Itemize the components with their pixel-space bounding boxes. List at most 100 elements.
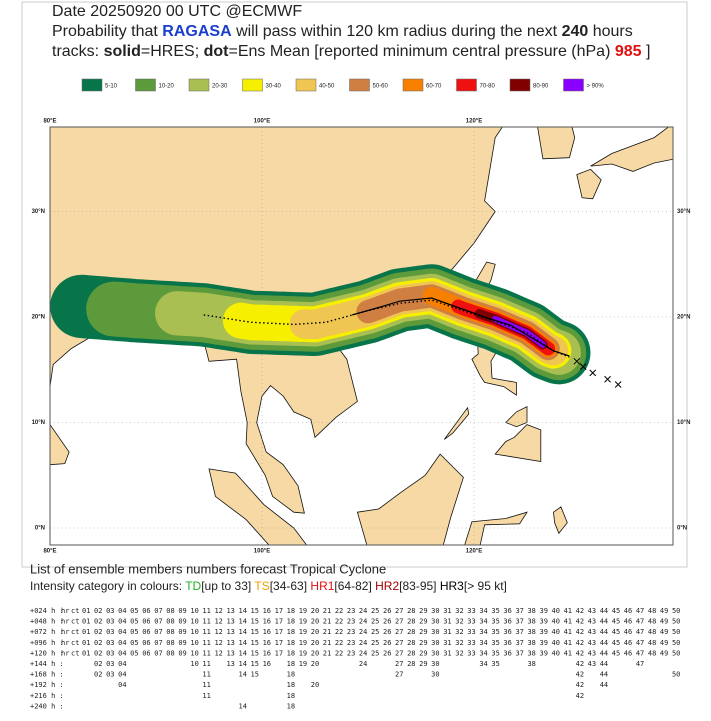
member-number: 13 (226, 649, 234, 657)
member-number: 34 (479, 639, 487, 647)
member-number: 15 (251, 671, 259, 679)
member-number: 36 (503, 618, 511, 626)
member-number: 26 (383, 628, 391, 636)
member-number: 29 (419, 639, 427, 647)
tracks-line: tracks: solid=HRES; dot=Ens Mean [report… (52, 43, 650, 60)
member-number: 09 (178, 639, 186, 647)
member-number: 03 (106, 660, 114, 668)
member-number: 02 (94, 660, 102, 668)
member-number: 17 (275, 649, 283, 657)
member-number: 08 (166, 618, 174, 626)
member-number: 35 (491, 607, 499, 615)
member-number: 14 (239, 702, 247, 710)
row-label: +144 h : (30, 660, 64, 668)
legend-label: 80-90 (533, 84, 549, 90)
member-number: 30 (431, 671, 439, 679)
member-number: 13 (226, 660, 234, 668)
member-number: 20 (311, 660, 319, 668)
member-number: 02 (94, 639, 102, 647)
member-number: 16 (263, 649, 271, 657)
member-number: 36 (503, 607, 511, 615)
member-number: 05 (130, 618, 138, 626)
member-number: 14 (239, 671, 247, 679)
member-number: 07 (154, 607, 162, 615)
member-number: 30 (431, 660, 439, 668)
member-number: 45 (612, 618, 620, 626)
text-part: HR2 (375, 579, 399, 593)
member-number: 12 (214, 628, 222, 636)
member-number: 06 (142, 607, 150, 615)
member-number: 45 (612, 607, 620, 615)
member-number: 11 (202, 692, 210, 700)
member-number: 14 (239, 639, 247, 647)
track-cross (573, 357, 581, 365)
member-number: 18 (287, 639, 295, 647)
member-number: 48 (648, 649, 656, 657)
member-number: 17 (275, 607, 283, 615)
member-number: 34 (479, 607, 487, 615)
member-number: 44 (600, 607, 608, 615)
member-number: 14 (239, 618, 247, 626)
member-number: 39 (540, 639, 548, 647)
legend-swatch (402, 78, 424, 92)
member-number: 18 (287, 660, 295, 668)
land (356, 453, 464, 545)
member-number: ct (71, 639, 79, 647)
lat-label: 30°N (32, 209, 45, 215)
lat-label: 20°N (32, 315, 45, 321)
member-number: 47 (636, 649, 644, 657)
member-number: 35 (491, 628, 499, 636)
member-number: 04 (118, 639, 126, 647)
member-number: 08 (166, 628, 174, 636)
land (443, 406, 470, 440)
member-number: 43 (588, 639, 596, 647)
land (576, 168, 602, 200)
member-number: 10 (190, 607, 198, 615)
member-number: 25 (371, 639, 379, 647)
text-part: tracks: (52, 43, 104, 60)
member-number: 47 (636, 607, 644, 615)
member-number: 36 (503, 649, 511, 657)
member-number: 15 (251, 660, 259, 668)
member-number: 12 (214, 639, 222, 647)
member-number: 42 (576, 671, 584, 679)
member-number: 28 (407, 607, 415, 615)
member-number: 20 (311, 628, 319, 636)
member-number: 22 (335, 618, 343, 626)
member-number: 29 (419, 649, 427, 657)
member-number: 42 (576, 628, 584, 636)
member-number: 48 (648, 628, 656, 636)
legend-swatch (135, 78, 156, 92)
member-number: 07 (154, 628, 162, 636)
member-number: 10 (190, 660, 198, 668)
row-label: +072 h : (30, 628, 64, 636)
member-number: ct (71, 628, 79, 636)
member-number: 30 (431, 618, 439, 626)
member-number: 40 (552, 639, 560, 647)
member-number: ct (71, 649, 79, 657)
member-number: hr (61, 628, 69, 636)
member-number: 28 (407, 628, 415, 636)
member-number: 44 (600, 671, 608, 679)
member-number: 21 (323, 639, 331, 647)
land (50, 423, 70, 466)
member-number: 41 (564, 649, 572, 657)
members-title: List of ensemble members numbers forecas… (30, 561, 386, 576)
member-number: 22 (335, 628, 343, 636)
member-number: ct (71, 618, 79, 626)
date-line: Date 20250920 00 UTC @ECMWF (52, 3, 302, 20)
member-number: 02 (94, 671, 102, 679)
member-number: 01 (82, 607, 90, 615)
member-number: 23 (347, 639, 355, 647)
member-number: 34 (479, 649, 487, 657)
member-number: 02 (94, 607, 102, 615)
member-number: 42 (576, 692, 584, 700)
member-number: 50 (672, 671, 680, 679)
member-number: 27 (395, 671, 403, 679)
member-number: 18 (287, 607, 295, 615)
member-number: 19 (299, 607, 307, 615)
member-number: 41 (564, 607, 572, 615)
member-number: 05 (130, 628, 138, 636)
member-number: 29 (419, 628, 427, 636)
member-number: 35 (491, 649, 499, 657)
